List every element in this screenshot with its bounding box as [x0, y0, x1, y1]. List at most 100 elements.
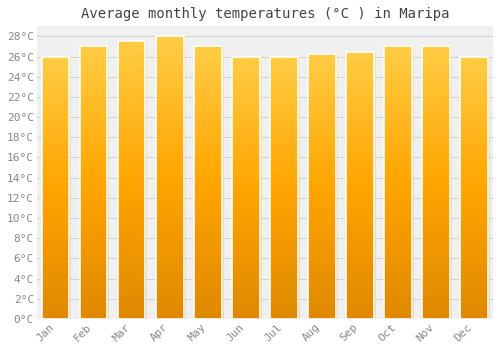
Bar [270, 230, 297, 232]
Bar [156, 231, 184, 234]
Bar [232, 96, 260, 98]
Bar [384, 281, 411, 284]
Bar [308, 311, 336, 314]
Bar [346, 86, 374, 89]
Bar [80, 240, 108, 243]
Bar [156, 48, 184, 50]
Bar [42, 311, 70, 314]
Bar [118, 225, 146, 227]
Bar [80, 191, 108, 194]
Bar [460, 106, 487, 109]
Bar [194, 278, 222, 281]
Bar [80, 74, 108, 76]
Bar [194, 194, 222, 196]
Bar [80, 229, 108, 232]
Bar [80, 267, 108, 270]
Bar [384, 79, 411, 82]
Bar [308, 83, 336, 85]
Bar [156, 98, 184, 101]
Bar [422, 226, 450, 229]
Bar [460, 316, 487, 319]
Bar [80, 134, 108, 136]
Bar [308, 59, 336, 62]
Bar [460, 104, 487, 106]
Bar [118, 55, 146, 58]
Bar [346, 316, 374, 319]
Bar [156, 130, 184, 132]
Bar [308, 245, 336, 247]
Bar [270, 261, 297, 264]
Bar [384, 106, 411, 109]
Bar [118, 227, 146, 230]
Bar [156, 169, 184, 172]
Bar [422, 196, 450, 199]
Bar [384, 314, 411, 316]
Bar [270, 133, 297, 135]
Bar [460, 96, 487, 98]
Bar [422, 128, 450, 131]
Bar [80, 109, 108, 112]
Bar [232, 203, 260, 206]
Bar [118, 175, 146, 177]
Bar [80, 234, 108, 237]
Bar [422, 161, 450, 163]
Bar [346, 182, 374, 185]
Bar [384, 55, 411, 57]
Bar [118, 211, 146, 214]
Bar [422, 145, 450, 147]
Bar [118, 300, 146, 302]
Bar [42, 314, 70, 316]
Bar [270, 154, 297, 156]
Bar [270, 167, 297, 169]
Bar [118, 94, 146, 97]
Bar [118, 274, 146, 277]
Bar [384, 98, 411, 101]
Bar [460, 314, 487, 316]
Bar [346, 89, 374, 92]
Bar [42, 130, 70, 133]
Bar [346, 231, 374, 233]
Bar [422, 175, 450, 177]
Bar [194, 47, 222, 49]
Bar [232, 274, 260, 277]
Bar [232, 188, 260, 190]
Bar [232, 232, 260, 235]
Bar [194, 224, 222, 226]
Bar [118, 238, 146, 241]
Bar [118, 247, 146, 250]
Bar [308, 205, 336, 208]
Bar [384, 234, 411, 237]
Bar [80, 63, 108, 65]
Bar [384, 147, 411, 150]
Bar [156, 299, 184, 302]
Bar [42, 295, 70, 298]
Bar [156, 127, 184, 130]
Bar [460, 285, 487, 287]
Bar [42, 193, 70, 196]
Bar [80, 60, 108, 63]
Bar [232, 209, 260, 211]
Bar [346, 255, 374, 257]
Bar [308, 181, 336, 183]
Bar [194, 153, 222, 155]
Bar [156, 70, 184, 73]
Bar [80, 131, 108, 134]
Bar [42, 143, 70, 146]
Bar [460, 203, 487, 206]
Bar [460, 256, 487, 259]
Bar [118, 169, 146, 172]
Bar [80, 253, 108, 256]
Bar [422, 300, 450, 302]
Bar [156, 175, 184, 178]
Bar [460, 167, 487, 169]
Bar [422, 251, 450, 253]
Bar [460, 211, 487, 214]
Bar [232, 146, 260, 148]
Bar [232, 175, 260, 177]
Bar [270, 238, 297, 240]
Bar [42, 196, 70, 198]
Bar [118, 69, 146, 72]
Bar [194, 221, 222, 224]
Bar [460, 88, 487, 91]
Bar [270, 308, 297, 311]
